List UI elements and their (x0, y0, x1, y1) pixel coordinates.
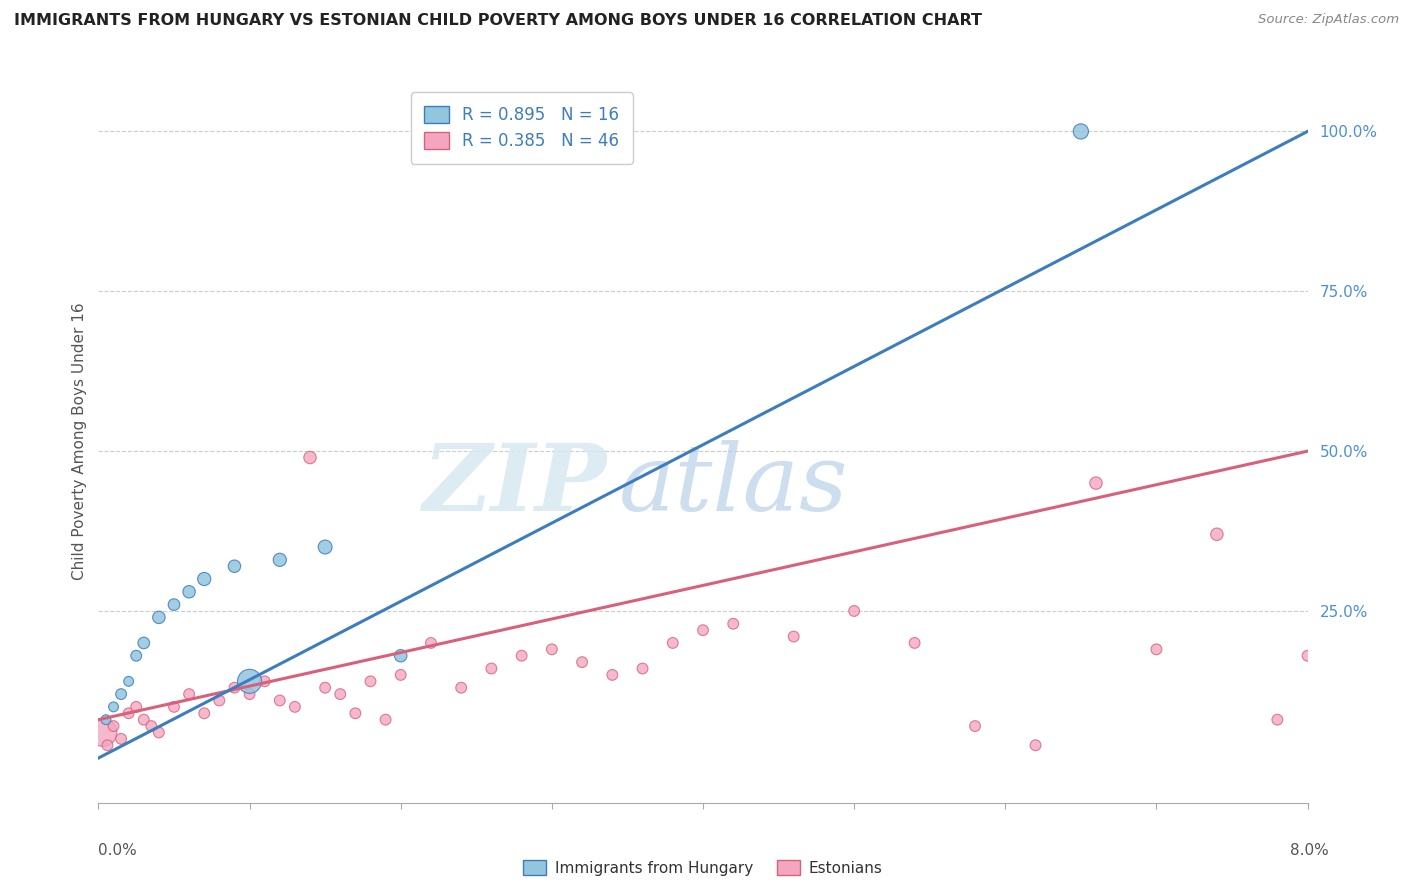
Point (1070, 124, 1092, 138)
Point (904, 636, 927, 650)
Text: ZIP: ZIP (422, 440, 606, 530)
Point (125, 648, 148, 663)
Point (481, 661, 503, 675)
Point (344, 706, 367, 721)
Point (118, 674, 141, 689)
Point (692, 623, 714, 637)
Point (783, 630, 806, 644)
Point (132, 636, 155, 650)
Point (314, 540, 336, 554)
Point (299, 450, 322, 465)
Point (374, 713, 396, 727)
Point (179, 584, 201, 599)
Point (118, 706, 141, 721)
Point (141, 719, 163, 733)
Point (163, 699, 186, 714)
Point (253, 674, 276, 689)
Point (125, 699, 148, 714)
Point (148, 725, 170, 739)
Point (1085, 476, 1108, 491)
Point (540, 642, 562, 657)
Point (269, 553, 291, 567)
Point (1296, 648, 1319, 663)
Point (94, 713, 117, 727)
Point (571, 655, 593, 669)
Point (314, 681, 336, 695)
Point (389, 668, 412, 682)
Point (239, 674, 262, 689)
Point (239, 687, 262, 701)
Point (284, 699, 307, 714)
Point (602, 668, 624, 682)
Point (329, 687, 352, 701)
Point (450, 681, 472, 695)
Point (208, 693, 231, 707)
Point (1146, 642, 1168, 657)
Text: Source: ZipAtlas.com: Source: ZipAtlas.com (1258, 13, 1399, 27)
Point (723, 616, 745, 631)
Point (110, 687, 132, 701)
Point (661, 636, 683, 650)
Point (389, 648, 412, 663)
Point (631, 661, 654, 675)
Legend: Immigrants from Hungary, Estonians: Immigrants from Hungary, Estonians (517, 854, 889, 882)
Point (224, 559, 246, 574)
Point (269, 693, 291, 707)
Point (844, 604, 866, 618)
Point (103, 719, 125, 733)
Point (193, 572, 215, 586)
Text: IMMIGRANTS FROM HUNGARY VS ESTONIAN CHILD POVERTY AMONG BOYS UNDER 16 CORRELATIO: IMMIGRANTS FROM HUNGARY VS ESTONIAN CHIL… (14, 13, 981, 29)
Point (110, 731, 132, 746)
Y-axis label: Child Poverty Among Boys Under 16: Child Poverty Among Boys Under 16 (72, 302, 87, 581)
Point (163, 598, 186, 612)
Point (965, 719, 987, 733)
Point (224, 681, 246, 695)
Point (96, 738, 118, 752)
Point (1267, 713, 1289, 727)
Point (91, 725, 114, 739)
Point (148, 610, 170, 624)
Point (103, 699, 125, 714)
Point (179, 687, 201, 701)
Point (420, 636, 443, 650)
Text: atlas: atlas (619, 440, 848, 530)
Text: 8.0%: 8.0% (1289, 843, 1329, 858)
Point (193, 706, 215, 721)
Point (1025, 738, 1047, 752)
Point (360, 674, 382, 689)
Text: 0.0%: 0.0% (98, 843, 138, 858)
Point (1206, 527, 1229, 541)
Point (510, 648, 533, 663)
Point (132, 713, 155, 727)
